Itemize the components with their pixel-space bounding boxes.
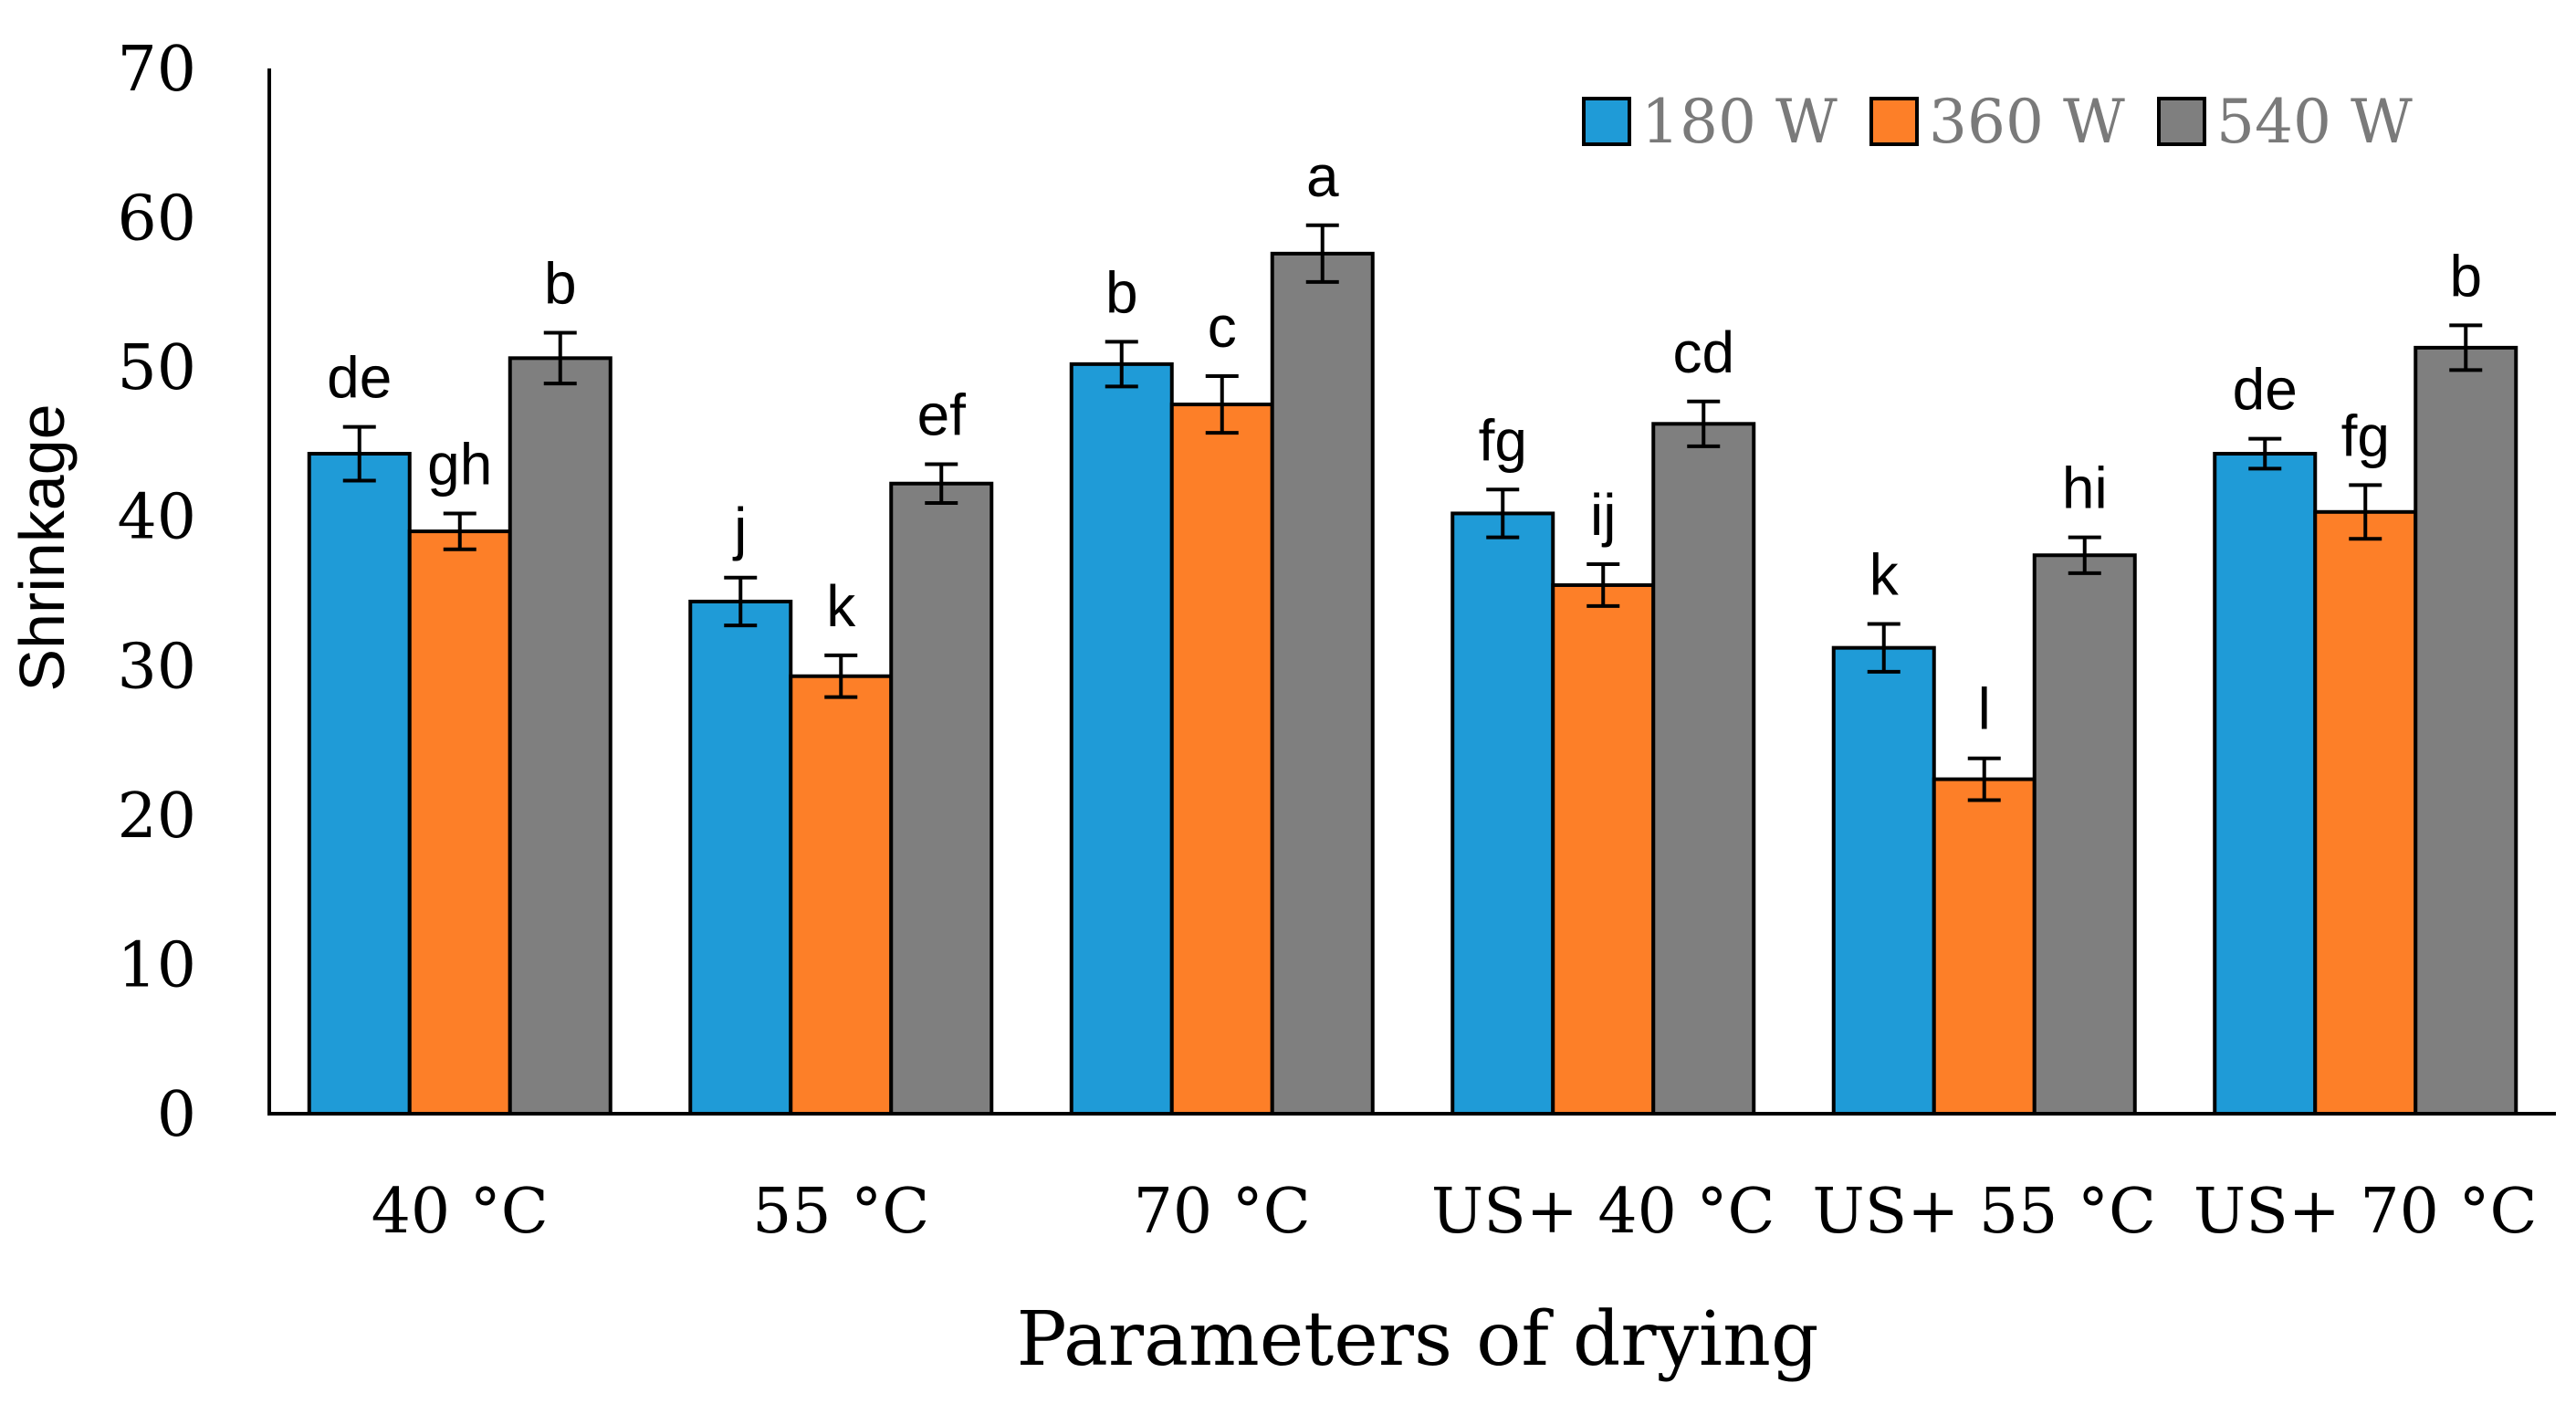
bar-180w (2213, 452, 2318, 1116)
y-tick-label: 0 (157, 1079, 196, 1151)
error-bar (443, 511, 476, 551)
error-bar (1967, 756, 2001, 802)
significance-letter: gh (427, 431, 492, 497)
y-tick-label: 10 (117, 929, 196, 1001)
bar-360w (1169, 403, 1274, 1116)
y-tick-label: 40 (117, 482, 196, 554)
bar-360w (2313, 509, 2418, 1116)
error-bar (724, 575, 758, 628)
error-bar (2349, 483, 2382, 541)
bar-360w (789, 674, 894, 1116)
significance-letter: c (1208, 294, 1237, 360)
significance-letter: b (544, 251, 577, 317)
significance-letter: hi (2062, 456, 2108, 521)
bar-360w (407, 529, 512, 1116)
error-bar (2449, 323, 2483, 372)
error-bar (925, 462, 958, 505)
y-tick-label: 70 (117, 34, 196, 106)
x-axis-title: Parameters of drying (1017, 1296, 1819, 1383)
bar-540w (2414, 345, 2518, 1116)
bars (307, 251, 2518, 1116)
legend-item: 180 W (1582, 87, 1838, 157)
y-tick-label: 20 (117, 781, 196, 853)
error-bar (1105, 340, 1138, 389)
significance-letter: l (1978, 676, 1991, 742)
bar-540w (1651, 422, 1756, 1116)
significance-letter: fg (2341, 403, 2390, 468)
legend-label: 180 W (1641, 87, 1838, 157)
significance-letter: j (732, 496, 747, 561)
significance-letter: b (2449, 243, 2482, 309)
x-tick-label: US+ 55 °C (1812, 1176, 2156, 1248)
significance-letter: b (1105, 259, 1138, 325)
error-bar (824, 653, 858, 699)
error-bar (1305, 223, 1339, 284)
significance-letter: fg (1479, 407, 1527, 473)
error-bar (543, 330, 577, 386)
bar-180w (307, 452, 412, 1116)
x-tick-label: 70 °C (1134, 1176, 1311, 1248)
y-tick-label: 30 (117, 631, 196, 703)
bar-180w (1069, 361, 1174, 1116)
y-tick-label: 60 (117, 183, 196, 256)
legend-item: 360 W (1869, 87, 2125, 157)
bar-540w (1270, 251, 1375, 1116)
error-bar (1687, 399, 1721, 448)
significance-letter: cd (1672, 320, 1734, 385)
x-tick-label: 40 °C (372, 1176, 549, 1248)
axes: 0 10 20 30 40 50 60 70 40 °C 55 °C 70 °C US+ 40 °C U… (117, 34, 2556, 1248)
x-tick-label: US+ 70 °C (2194, 1176, 2538, 1248)
x-tick-label: 55 °C (752, 1176, 929, 1248)
significance-letter: k (1869, 541, 1900, 607)
legend: 180 W 360 W 540 W (1582, 87, 2413, 157)
bar-540w (2032, 553, 2137, 1116)
legend-label: 360 W (1929, 87, 2125, 157)
error-bar (342, 424, 376, 483)
error-bar (1867, 622, 1901, 674)
x-tick-label: US+ 40 °C (1431, 1176, 1775, 1248)
y-axis-title: Shrinkage (6, 403, 78, 691)
significance-letter: k (826, 573, 856, 639)
bar-540w (889, 481, 994, 1116)
bar-360w (1932, 777, 2037, 1116)
y-tick-label: 50 (117, 332, 196, 404)
bar-360w (1551, 582, 1656, 1116)
significance-letter: ij (1590, 482, 1616, 548)
significance-letter: a (1306, 143, 1339, 209)
error-bars (342, 223, 2483, 802)
significance-letter: de (327, 345, 392, 411)
significance-letter: ef (917, 382, 967, 447)
legend-swatch (2157, 97, 2206, 146)
legend-swatch (1582, 97, 1631, 146)
bar-180w (1450, 511, 1555, 1116)
legend-swatch (1869, 97, 1919, 146)
error-bar (2248, 436, 2282, 471)
significance-letter: de (2233, 357, 2298, 423)
legend-item: 540 W (2157, 87, 2413, 157)
error-bar (2068, 535, 2101, 575)
legend-label: 540 W (2216, 87, 2413, 157)
error-bar (1486, 487, 1520, 540)
error-bar (1205, 373, 1239, 435)
bar-180w (688, 599, 793, 1116)
error-bar (1586, 562, 1620, 608)
bar-540w (508, 356, 613, 1116)
bar-180w (1831, 645, 1936, 1116)
